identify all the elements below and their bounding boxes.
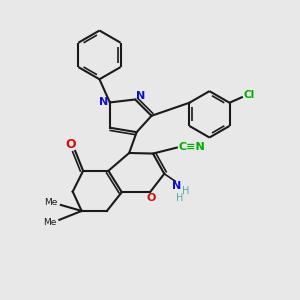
Text: Me: Me — [43, 218, 56, 227]
Text: H: H — [176, 193, 183, 202]
Text: H: H — [182, 186, 189, 196]
Text: N: N — [136, 91, 145, 101]
Text: O: O — [147, 193, 156, 203]
Text: N: N — [99, 97, 108, 107]
Text: N: N — [172, 181, 182, 191]
Text: C≡N: C≡N — [178, 142, 205, 152]
Text: O: O — [65, 138, 76, 151]
Text: Cl: Cl — [244, 90, 255, 100]
Text: Me: Me — [44, 197, 58, 206]
